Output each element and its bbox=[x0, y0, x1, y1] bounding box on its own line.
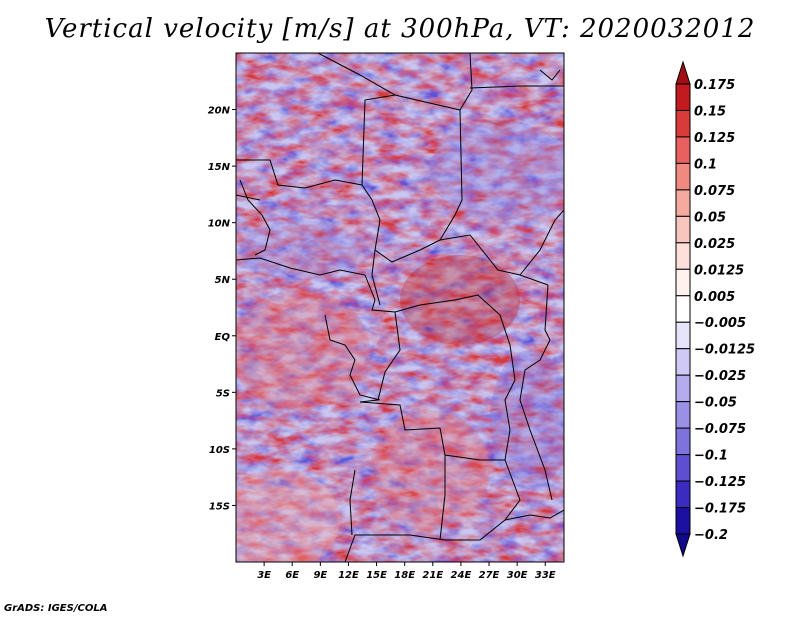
colorbar-segment bbox=[675, 454, 691, 482]
colorbar-segment bbox=[675, 348, 691, 376]
colorbar-segment bbox=[675, 189, 691, 217]
lon-tick-label: 15E bbox=[366, 570, 387, 581]
lon-tick-label: 27E bbox=[479, 570, 500, 581]
lon-tick-label: 12E bbox=[338, 570, 359, 581]
lat-tick-label: 5N bbox=[215, 275, 231, 286]
colorbar-label: −0.075 bbox=[694, 422, 746, 437]
colorbar-label: 0.05 bbox=[694, 210, 726, 225]
colorbar-segment bbox=[675, 507, 691, 535]
colorbar-segment bbox=[675, 268, 691, 297]
colorbar-top-triangle bbox=[675, 60, 691, 85]
chart-title: Vertical velocity [m/s] at 300hPa, VT: 2… bbox=[44, 14, 756, 44]
lon-tick-label: 18E bbox=[394, 570, 415, 581]
latitude-axis: 20N 15N 10N 5N EQ 5S 10S 15S bbox=[208, 106, 236, 512]
colorbar-segment bbox=[675, 162, 691, 191]
colorbar-segment bbox=[675, 83, 691, 111]
colorbar-label: 0.075 bbox=[694, 184, 735, 199]
colorbar-segment bbox=[675, 295, 691, 323]
lat-tick-label: 20N bbox=[208, 106, 231, 117]
colorbar: 0.175 0.15 0.125 0.1 0.075 0.05 0.025 0.0125 0.0… bbox=[675, 60, 755, 558]
lon-tick-label: 9E bbox=[313, 570, 327, 581]
country-borders bbox=[236, 53, 564, 562]
lat-tick-label: 10N bbox=[208, 219, 231, 230]
colorbar-label: −0.125 bbox=[694, 475, 746, 490]
colorbar-label: −0.005 bbox=[694, 316, 746, 331]
colorbar-label: 0.1 bbox=[694, 157, 717, 172]
lat-tick-label: 10S bbox=[209, 445, 230, 456]
colorbar-segment bbox=[675, 427, 691, 456]
colorbar-segment bbox=[675, 374, 691, 403]
colorbar-label: −0.1 bbox=[694, 449, 728, 464]
lat-tick-label: 15S bbox=[209, 501, 230, 512]
footer-credit: GrADS: IGES/COLA bbox=[4, 603, 108, 614]
lon-tick-label: 21E bbox=[422, 570, 443, 581]
colorbar-label: 0.175 bbox=[694, 78, 735, 93]
colorbar-label: 0.005 bbox=[694, 290, 735, 305]
velocity-field bbox=[236, 53, 564, 562]
colorbar-label: −0.2 bbox=[694, 528, 728, 543]
colorbar-label: 0.0125 bbox=[694, 263, 744, 278]
colorbar-segment bbox=[675, 401, 691, 429]
colorbar-segment bbox=[675, 242, 691, 270]
lon-tick-label: 6E bbox=[285, 570, 299, 581]
lat-tick-label: 15N bbox=[208, 162, 231, 173]
colorbar-segment bbox=[675, 480, 691, 509]
plot-frame bbox=[235, 52, 565, 563]
lat-tick-label: EQ bbox=[215, 332, 231, 343]
lon-tick-label: 3E bbox=[257, 570, 271, 581]
colorbar-label: −0.0125 bbox=[694, 343, 755, 358]
colorbar-label: 0.025 bbox=[694, 237, 735, 252]
colorbar-segment bbox=[675, 109, 691, 138]
lon-tick-label: 24E bbox=[451, 570, 472, 581]
longitude-axis: 3E 6E 9E 12E 15E 18E 21E 24E 27E 30E 33E bbox=[257, 562, 556, 581]
colorbar-segment bbox=[675, 136, 691, 164]
colorbar-segment bbox=[675, 215, 691, 244]
colorbar-label: 0.125 bbox=[694, 131, 735, 146]
colorbar-label: −0.05 bbox=[694, 396, 737, 411]
lat-tick-label: 5S bbox=[216, 388, 230, 399]
colorbar-label: −0.025 bbox=[694, 369, 746, 384]
colorbar-segment bbox=[675, 321, 691, 350]
colorbar-label: 0.15 bbox=[694, 104, 726, 119]
colorbar-label: −0.175 bbox=[694, 502, 746, 517]
lon-tick-label: 30E bbox=[507, 570, 528, 581]
lon-tick-label: 33E bbox=[535, 570, 556, 581]
colorbar-bottom-triangle bbox=[675, 533, 691, 558]
